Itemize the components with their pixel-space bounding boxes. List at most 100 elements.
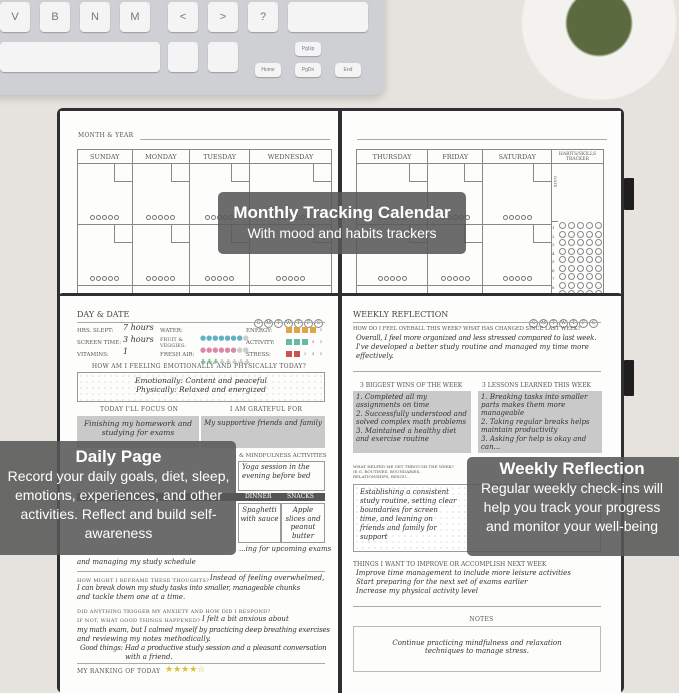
air-icon[interactable]: ♣ bbox=[212, 358, 219, 366]
habit-circle[interactable] bbox=[586, 247, 593, 255]
air-icon[interactable]: ♣ bbox=[231, 358, 238, 366]
habit-circle[interactable] bbox=[568, 273, 575, 280]
mood-face-icon[interactable] bbox=[508, 276, 514, 281]
lessons-box[interactable]: 1. Breaking tasks into smaller parts mak… bbox=[478, 391, 602, 453]
mood-tracker[interactable] bbox=[428, 275, 482, 285]
mood-face-icon[interactable] bbox=[464, 276, 470, 281]
habit-circle[interactable] bbox=[595, 273, 602, 280]
mood-face-icon[interactable] bbox=[377, 276, 383, 281]
mood-tracker[interactable] bbox=[133, 275, 190, 285]
water-icon[interactable]: ● bbox=[218, 334, 225, 342]
mood-face-icon[interactable] bbox=[446, 276, 452, 281]
weekday-circle[interactable]: T bbox=[569, 319, 578, 328]
habit-circle[interactable] bbox=[577, 239, 584, 246]
air-icon[interactable]: ♣ bbox=[206, 358, 213, 366]
habit-circle[interactable] bbox=[559, 264, 566, 272]
scale-box[interactable]: 4 bbox=[311, 339, 315, 344]
habit-circle[interactable] bbox=[568, 230, 575, 238]
fruit-icon[interactable]: ● bbox=[242, 346, 249, 354]
scale-box[interactable] bbox=[286, 351, 292, 357]
mood-face-icon[interactable] bbox=[223, 276, 229, 281]
mood-face-icon[interactable] bbox=[108, 215, 114, 220]
weekday-circle[interactable]: T bbox=[274, 319, 283, 328]
habit-circle[interactable] bbox=[577, 247, 584, 255]
mood-face-icon[interactable] bbox=[102, 215, 108, 220]
water-tracker[interactable]: ●●●●●●●● bbox=[200, 325, 249, 344]
mood-tracker[interactable] bbox=[483, 275, 551, 285]
energy-scale[interactable]: 5 bbox=[286, 327, 326, 346]
habit-circle[interactable] bbox=[559, 239, 566, 246]
habit-circle[interactable] bbox=[595, 239, 602, 246]
star-icon[interactable]: ☆ bbox=[197, 665, 206, 675]
date-box[interactable] bbox=[409, 164, 427, 182]
water-icon[interactable]: ● bbox=[230, 334, 237, 342]
mood-face-icon[interactable] bbox=[152, 215, 158, 220]
star-icon[interactable]: ★ bbox=[173, 665, 182, 675]
mood-face-icon[interactable] bbox=[90, 215, 96, 220]
fruit-icon[interactable]: ● bbox=[206, 346, 213, 354]
fresh-air-tracker[interactable]: ♣♣♣♣♣♣♣♣ bbox=[200, 349, 250, 368]
habit-circle[interactable] bbox=[595, 256, 602, 263]
habit-circle[interactable] bbox=[559, 281, 566, 289]
mood-face-icon[interactable] bbox=[158, 215, 164, 220]
star-icon[interactable]: ★ bbox=[189, 665, 198, 675]
mood-face-icon[interactable] bbox=[170, 276, 176, 281]
mood-face-icon[interactable] bbox=[164, 215, 170, 220]
date-box[interactable] bbox=[313, 164, 331, 182]
mood-face-icon[interactable] bbox=[114, 276, 120, 281]
scale-box[interactable]: 3 bbox=[303, 351, 307, 356]
mood-face-icon[interactable] bbox=[205, 276, 211, 281]
scale-box[interactable] bbox=[286, 327, 292, 333]
weekday-circle[interactable]: S bbox=[529, 319, 538, 328]
mood-tracker[interactable] bbox=[78, 214, 132, 224]
mood-tracker[interactable] bbox=[133, 214, 190, 224]
habit-circle[interactable] bbox=[577, 273, 584, 280]
mood-face-icon[interactable] bbox=[211, 215, 217, 220]
water-icon[interactable]: ● bbox=[200, 334, 207, 342]
weekday-circle[interactable]: M bbox=[264, 319, 273, 328]
mood-face-icon[interactable] bbox=[146, 215, 152, 220]
mood-tracker[interactable] bbox=[357, 275, 427, 285]
air-icon[interactable]: ♣ bbox=[200, 358, 207, 366]
date-box[interactable] bbox=[464, 225, 483, 243]
scale-box[interactable] bbox=[286, 339, 292, 345]
mood-face-icon[interactable] bbox=[146, 276, 152, 281]
mood-face-icon[interactable] bbox=[502, 276, 508, 281]
star-icon[interactable]: ★ bbox=[165, 665, 174, 675]
air-icon[interactable]: ♣ bbox=[243, 358, 251, 366]
weekday-circle[interactable]: F bbox=[304, 319, 313, 328]
weekday-circle[interactable]: M bbox=[539, 319, 548, 328]
mood-face-icon[interactable] bbox=[96, 215, 102, 220]
weekday-circle[interactable]: F bbox=[579, 319, 588, 328]
mood-face-icon[interactable] bbox=[514, 215, 520, 220]
mood-face-icon[interactable] bbox=[96, 276, 102, 281]
date-box[interactable] bbox=[113, 164, 132, 182]
habit-circle[interactable] bbox=[595, 264, 602, 272]
habit-circle[interactable] bbox=[577, 281, 584, 289]
habit-circle[interactable] bbox=[568, 239, 575, 246]
mood-face-icon[interactable] bbox=[229, 276, 235, 281]
habit-circle[interactable] bbox=[559, 256, 566, 263]
habit-circle[interactable] bbox=[577, 222, 584, 229]
date-box[interactable] bbox=[533, 225, 551, 243]
scale-box[interactable]: 5 bbox=[319, 339, 323, 344]
dinner-box[interactable]: Spaghetti with sauce bbox=[238, 503, 281, 543]
date-box[interactable] bbox=[171, 225, 190, 243]
habit-circle[interactable] bbox=[577, 264, 584, 272]
mood-face-icon[interactable] bbox=[90, 276, 96, 281]
mood-tracker[interactable] bbox=[250, 275, 331, 285]
habit-circle[interactable] bbox=[586, 239, 593, 246]
fruit-icon[interactable]: ● bbox=[230, 346, 237, 354]
water-icon[interactable]: ● bbox=[224, 334, 231, 342]
water-icon[interactable]: ● bbox=[212, 334, 219, 342]
scale-box[interactable] bbox=[294, 339, 300, 345]
mood-face-icon[interactable] bbox=[158, 276, 164, 281]
habit-circle[interactable] bbox=[559, 273, 566, 280]
fruit-icon[interactable]: ● bbox=[236, 346, 243, 354]
wins-box[interactable]: 1. Completed all my assignments on time … bbox=[353, 391, 471, 453]
habit-circle[interactable] bbox=[586, 230, 593, 238]
